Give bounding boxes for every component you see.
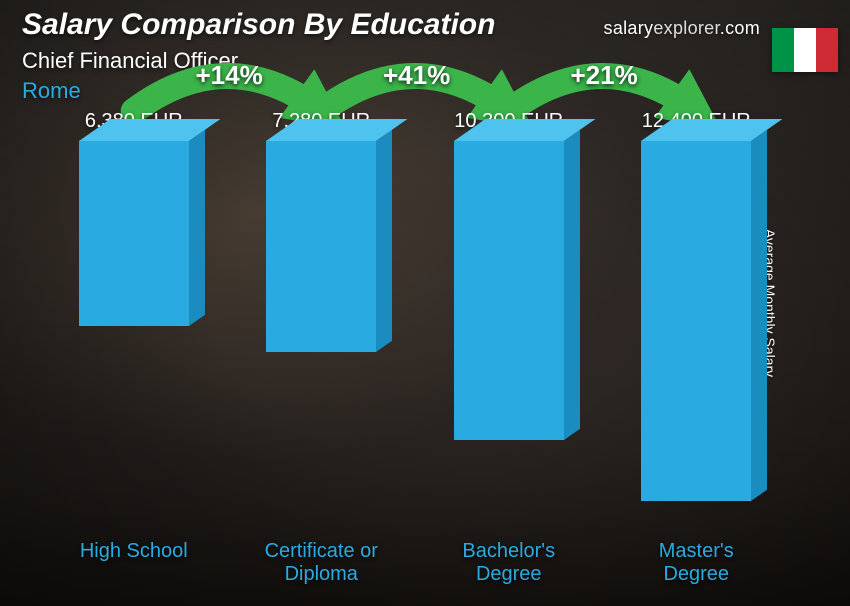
watermark-suffix: .com — [720, 18, 760, 38]
watermark-prefix: salary — [604, 18, 654, 38]
x-axis-label: Bachelor'sDegree — [415, 540, 603, 598]
bar-chart: 6,380 EUR7,280 EUR10,300 EUR12,400 EUR +… — [40, 110, 790, 536]
bar — [641, 141, 751, 501]
bar-face — [641, 141, 751, 501]
chart-location: Rome — [22, 78, 81, 104]
x-axis-label: High School — [40, 540, 228, 598]
bar — [454, 141, 564, 440]
bar-face — [454, 141, 564, 440]
flag-stripe-2 — [794, 28, 816, 72]
x-axis-label: Certificate orDiploma — [228, 540, 416, 598]
bar-face — [564, 130, 580, 440]
x-axis-label: Master'sDegree — [603, 540, 791, 598]
flag-stripe-3 — [816, 28, 838, 72]
bar — [266, 141, 376, 352]
increase-arc-label: +14% — [196, 60, 263, 91]
bar-face — [751, 130, 767, 501]
chart-title: Salary Comparison By Education — [22, 8, 495, 42]
watermark-text: salaryexplorer.com — [604, 18, 760, 39]
infographic-container: Salary Comparison By Education Chief Fin… — [0, 0, 850, 606]
bar-slot: 12,400 EUR — [603, 110, 791, 536]
watermark-mid: explorer — [653, 18, 719, 38]
bar — [79, 141, 189, 326]
flag-stripe-1 — [772, 28, 794, 72]
bar-face — [189, 130, 205, 326]
increase-arc-label: +21% — [571, 60, 638, 91]
bar-face — [79, 141, 189, 326]
x-axis-labels: High SchoolCertificate orDiplomaBachelor… — [40, 540, 790, 598]
bar-slot: 7,280 EUR — [228, 110, 416, 536]
bar-slot: 6,380 EUR — [40, 110, 228, 536]
flag-italy — [772, 28, 838, 72]
bar-face — [376, 130, 392, 352]
increase-arc-label: +41% — [383, 60, 450, 91]
bars-row: 6,380 EUR7,280 EUR10,300 EUR12,400 EUR — [40, 110, 790, 536]
bar-face — [266, 141, 376, 352]
bar-slot: 10,300 EUR — [415, 110, 603, 536]
